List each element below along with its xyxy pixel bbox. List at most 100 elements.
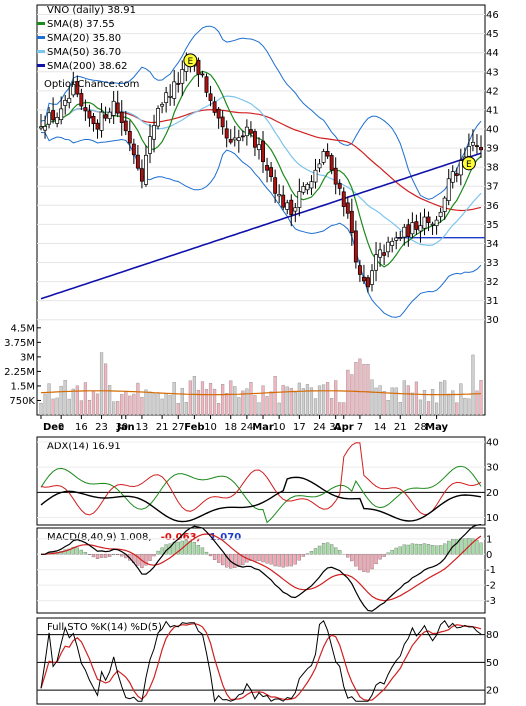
volume-bar bbox=[233, 386, 237, 416]
volume-bar bbox=[229, 380, 233, 416]
macd-histogram-bar bbox=[455, 539, 459, 555]
candle-body bbox=[107, 111, 112, 120]
candle-body bbox=[414, 221, 419, 230]
volume-bar bbox=[75, 385, 79, 416]
candle-body bbox=[160, 103, 165, 107]
volume-bar bbox=[192, 376, 196, 416]
candle-body bbox=[135, 154, 140, 169]
macd-histogram-bar bbox=[152, 554, 156, 557]
candle-body bbox=[475, 145, 479, 147]
volume-bar bbox=[241, 390, 245, 416]
volume-bar bbox=[152, 393, 156, 416]
volume-bar bbox=[430, 389, 435, 416]
macd-histogram-bar bbox=[204, 551, 209, 555]
date-tick-label: May bbox=[425, 422, 448, 433]
indicator-tick-label: 10 bbox=[486, 513, 499, 524]
macd-histogram-bar bbox=[329, 544, 334, 555]
price-tick-label: 34 bbox=[486, 239, 499, 250]
candle-body bbox=[426, 216, 431, 223]
macd-histogram-bar bbox=[390, 549, 394, 555]
macd-histogram-bar bbox=[277, 554, 281, 567]
price-tick-label: 41 bbox=[486, 105, 499, 116]
date-tick-label: 14 bbox=[374, 422, 387, 433]
candle-body bbox=[265, 165, 270, 171]
volume-bar bbox=[277, 402, 281, 416]
macd-histogram-bar bbox=[443, 543, 447, 555]
date-tick-label: Apr bbox=[334, 422, 354, 433]
macd-histogram-bar bbox=[289, 554, 293, 567]
macd-histogram-bar bbox=[317, 545, 322, 555]
volume-bar bbox=[273, 376, 277, 416]
volume-bar bbox=[87, 400, 92, 416]
volume-bar bbox=[196, 389, 201, 416]
candle-body bbox=[139, 168, 144, 182]
macd-histogram-bar bbox=[447, 540, 451, 555]
macd-histogram-bar bbox=[144, 554, 148, 566]
volume-bar bbox=[334, 380, 338, 416]
price-tick-label: 36 bbox=[486, 201, 499, 212]
candle-body bbox=[39, 126, 43, 129]
candle-body bbox=[252, 131, 257, 148]
candle-body bbox=[257, 144, 261, 151]
macd-histogram-bar bbox=[346, 554, 350, 558]
candle-body bbox=[240, 135, 245, 138]
macd-histogram-bar bbox=[265, 554, 269, 564]
date-tick-label: 27 bbox=[172, 422, 185, 433]
candle-body bbox=[305, 183, 310, 191]
candle-body bbox=[301, 186, 306, 193]
adx-frame bbox=[36, 436, 486, 526]
volume-bar bbox=[120, 394, 124, 416]
volume-bar bbox=[390, 387, 394, 416]
volume-bar bbox=[225, 393, 229, 416]
candle-body bbox=[386, 241, 391, 253]
macd-histogram-bar bbox=[475, 540, 479, 555]
candle-body bbox=[244, 126, 249, 137]
volume-bar bbox=[204, 389, 209, 416]
macd-line bbox=[40, 524, 482, 612]
candle-body bbox=[87, 110, 92, 119]
earnings-marker-label: E bbox=[188, 57, 194, 67]
candle-body bbox=[361, 276, 366, 282]
macd-histogram-bar bbox=[176, 541, 180, 555]
indicator-tick-label: -2 bbox=[486, 581, 496, 592]
macd-panel: MACD(8,40,9) 1.008, -0.063, 1.070 10-1-2… bbox=[36, 524, 496, 614]
price-tick-label: 35 bbox=[486, 220, 499, 231]
macd-histogram-bar bbox=[184, 540, 188, 555]
candle-body bbox=[357, 265, 362, 275]
volume-tick-label: 4.5M bbox=[10, 323, 35, 334]
volume-bar bbox=[108, 385, 112, 416]
volume-bar bbox=[148, 391, 152, 416]
candle-body bbox=[434, 219, 439, 227]
candle-body bbox=[273, 177, 278, 194]
candle-body bbox=[144, 154, 148, 185]
volume-bar bbox=[112, 401, 116, 416]
bollinger-lower bbox=[40, 132, 482, 318]
macd-histogram-bar bbox=[438, 545, 443, 555]
volume-bar bbox=[378, 385, 382, 416]
candle-body bbox=[47, 112, 52, 125]
indicator-tick-label: 20 bbox=[486, 686, 499, 697]
indicator-tick-label: 1 bbox=[486, 534, 492, 545]
macd-histogram-bar bbox=[382, 554, 386, 557]
volume-bar bbox=[463, 397, 467, 416]
candle-body bbox=[95, 122, 100, 130]
volume-bar bbox=[221, 384, 225, 416]
date-tick-label: 24 bbox=[241, 422, 254, 433]
candle-body bbox=[289, 199, 294, 215]
price-tick-label: 31 bbox=[486, 296, 499, 307]
candle-body bbox=[309, 181, 314, 189]
candle-body bbox=[43, 126, 47, 131]
candle-body bbox=[172, 81, 177, 99]
volume-bar bbox=[99, 352, 104, 416]
earnings-marker bbox=[461, 156, 476, 171]
legend-sma20: SMA(20) 35.80 bbox=[47, 33, 121, 44]
volume-tick-label: 2.25M bbox=[4, 367, 35, 378]
candle-body bbox=[99, 111, 104, 131]
date-tick-label: Jan bbox=[116, 422, 135, 433]
candle-body bbox=[406, 224, 411, 237]
price-panel bbox=[36, 4, 486, 416]
candle-body bbox=[127, 130, 132, 144]
volume-tick-label: 750K bbox=[9, 396, 35, 407]
price-tick-label: 37 bbox=[486, 182, 499, 193]
